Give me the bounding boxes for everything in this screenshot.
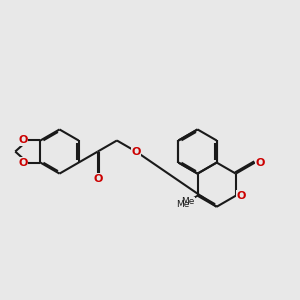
- Text: O: O: [19, 136, 28, 146]
- Text: O: O: [255, 158, 265, 168]
- Text: Me: Me: [181, 197, 194, 206]
- Text: O: O: [236, 191, 246, 201]
- Text: O: O: [19, 158, 28, 168]
- Text: O: O: [93, 174, 103, 184]
- Text: O: O: [131, 146, 141, 157]
- Text: Me: Me: [176, 200, 189, 209]
